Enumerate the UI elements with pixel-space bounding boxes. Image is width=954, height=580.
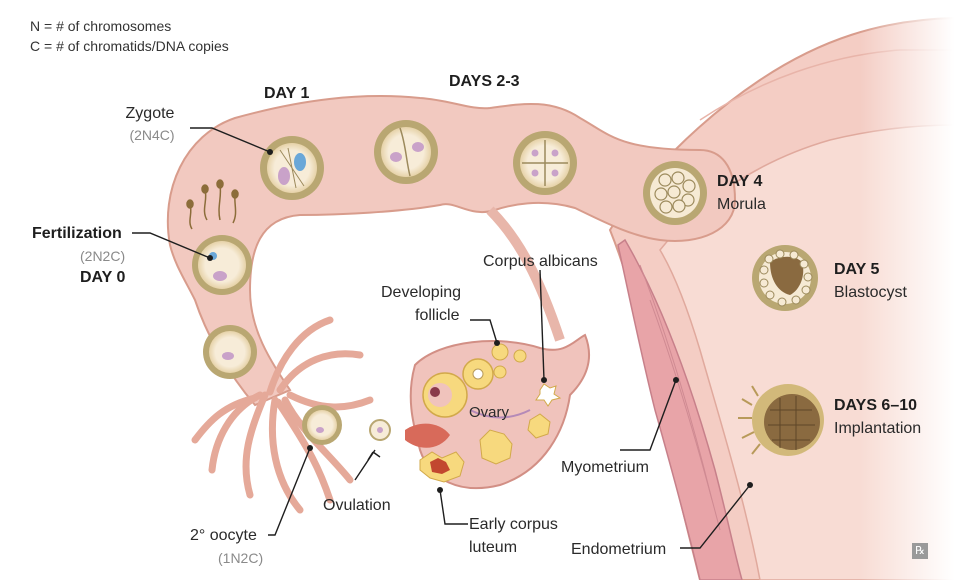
cell-fimbrial-1 — [203, 325, 257, 379]
cell-fimbrial-2 — [302, 405, 342, 445]
ovulated-oocyte — [369, 419, 450, 448]
label-implantation: Implantation — [834, 420, 922, 437]
fimbriae — [191, 316, 374, 514]
cell-two-cell — [374, 120, 438, 184]
label-myometrium: Myometrium — [561, 459, 650, 476]
label-developing-follicle-line1: Developing — [381, 284, 462, 301]
label-corpus-albicans: Corpus albicans — [483, 253, 598, 270]
ovary-follicles — [419, 343, 562, 483]
legend-chromosomes: N = # of chromosomes — [30, 18, 172, 34]
label-oocyte-formula: (1N2C) — [218, 550, 264, 566]
label-early-corpus-line2: luteum — [469, 539, 518, 556]
label-fertilization: Fertilization — [32, 225, 122, 242]
label-zygote-formula: (2N4C) — [129, 127, 175, 143]
label-early-corpus-line1: Early corpus — [469, 516, 558, 533]
label-days-2-3: DAYS 2-3 — [449, 73, 520, 90]
label-ovary: Ovary — [469, 404, 510, 421]
rx-logo: ℞ — [912, 543, 928, 559]
leader-dots — [207, 149, 753, 493]
cell-implantation — [738, 384, 824, 456]
label-endometrium: Endometrium — [571, 541, 667, 558]
label-days-6-10: DAYS 6–10 — [834, 397, 918, 414]
label-day-1: DAY 1 — [264, 85, 310, 102]
label-zygote: Zygote — [125, 105, 175, 122]
label-morula: Morula — [717, 196, 766, 213]
legend-chromatids: C = # of chromatids/DNA copies — [30, 38, 229, 54]
cell-zygote — [260, 136, 324, 200]
label-blastocyst: Blastocyst — [834, 284, 907, 301]
label-day-5: DAY 5 — [834, 261, 880, 278]
cell-fertilization — [192, 235, 252, 295]
cell-morula — [643, 161, 707, 225]
leader-lines — [132, 127, 751, 549]
label-day-0: DAY 0 — [80, 269, 126, 286]
label-ovulation: Ovulation — [323, 497, 391, 514]
cell-blastocyst — [752, 245, 818, 311]
label-day-4: DAY 4 — [717, 173, 763, 190]
label-fertilization-formula: (2N2C) — [80, 248, 126, 264]
sperm-cells — [186, 179, 239, 230]
label-secondary-oocyte: 2° oocyte — [190, 527, 257, 544]
cell-four-cell — [513, 131, 577, 195]
label-developing-follicle-line2: follicle — [415, 307, 460, 324]
